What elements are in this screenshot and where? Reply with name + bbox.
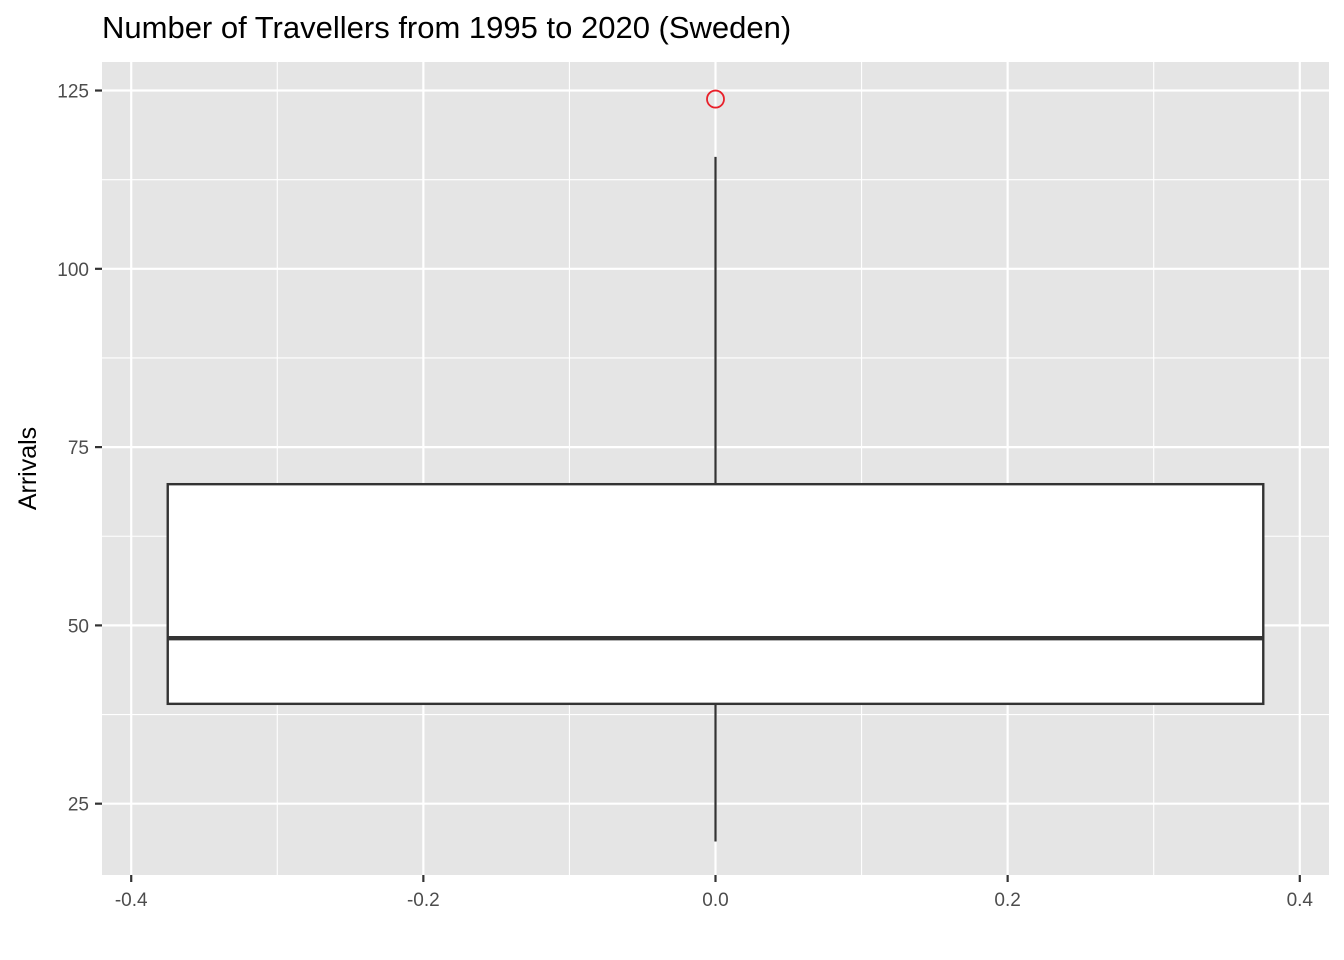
- chart-title: Number of Travellers from 1995 to 2020 (…: [102, 10, 792, 45]
- outlier-point: [706, 89, 725, 109]
- box-marks: [166, 89, 1265, 842]
- y-tick-label: 75: [68, 438, 89, 459]
- x-tick-label: -0.4: [115, 890, 148, 911]
- x-tick-label: 0.4: [1287, 890, 1314, 911]
- x-tick-label: 0.0: [702, 890, 728, 911]
- y-tick-label: 125: [57, 82, 89, 103]
- y-tick-label: 25: [68, 795, 89, 816]
- box-iqr: [166, 482, 1265, 706]
- x-tick-label: -0.2: [407, 890, 440, 911]
- y-axis: 25 50 75 100 125: [57, 82, 102, 816]
- y-tick-label: 50: [68, 616, 89, 637]
- x-tick-label: 0.2: [994, 890, 1020, 911]
- y-axis-title: Arrivals: [14, 427, 42, 510]
- y-tick-label: 100: [57, 260, 89, 281]
- x-axis: -0.4 -0.2 0.0 0.2 0.4: [115, 875, 1314, 911]
